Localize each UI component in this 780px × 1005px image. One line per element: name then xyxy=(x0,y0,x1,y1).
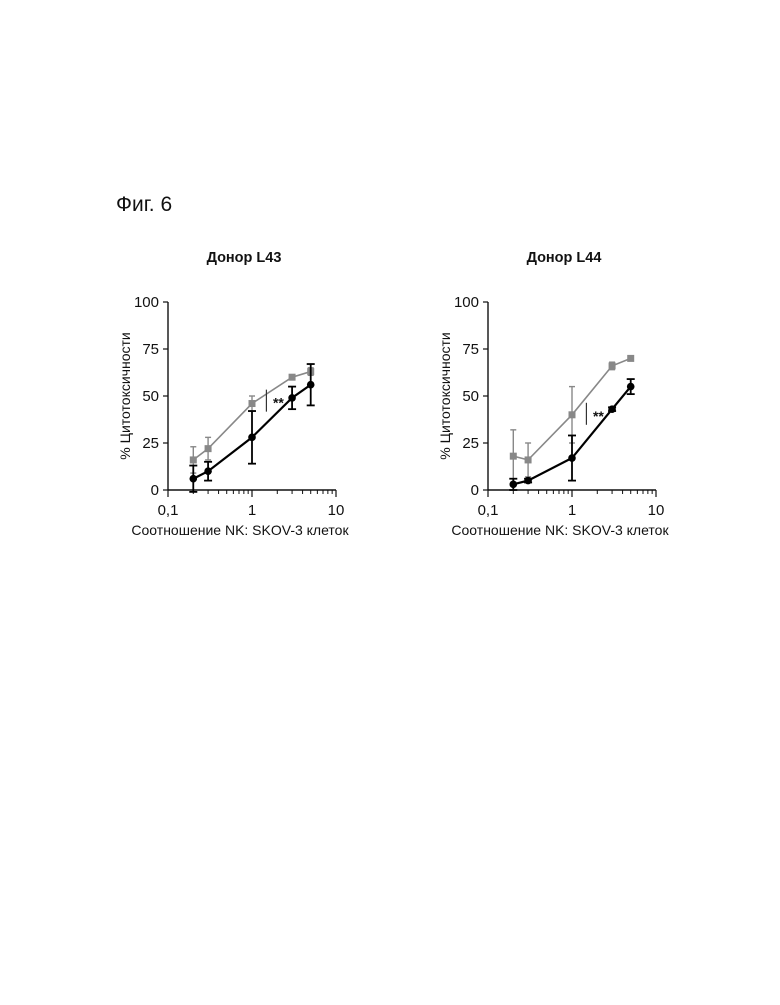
data-point-circle xyxy=(204,467,212,475)
chart-svg: Донор L43 0 25 50 75 100 0,1 1 10 Соотношение NK:… xyxy=(120,240,360,560)
y-tick-label: 25 xyxy=(462,435,479,452)
x-tick-label: 0,1 xyxy=(478,502,499,519)
chart-title: Донор L44 xyxy=(527,250,602,266)
data-point-square xyxy=(190,456,197,463)
data-point-circle xyxy=(248,434,256,442)
y-tick-label: 50 xyxy=(462,388,479,405)
data-point-circle xyxy=(627,383,635,391)
y-tick-label: 25 xyxy=(142,435,159,452)
data-point-circle xyxy=(288,394,296,402)
x-tick-label: 1 xyxy=(248,502,256,519)
y-tick-label: 100 xyxy=(134,294,159,311)
x-tick-label: 1 xyxy=(568,502,576,519)
data-point-square xyxy=(609,362,616,369)
data-point-circle xyxy=(568,454,576,462)
x-tick-label: 0,1 xyxy=(158,502,179,519)
data-point-square xyxy=(525,456,532,463)
data-point-square xyxy=(627,355,634,362)
data-point-circle xyxy=(307,381,315,389)
figure-label: Фиг. 6 xyxy=(116,193,172,217)
data-point-circle xyxy=(524,477,532,485)
data-point-square xyxy=(205,445,212,452)
x-axis-label: Соотношение NK: SKOV-3 клеток xyxy=(451,522,669,538)
data-point-square xyxy=(510,453,517,460)
x-tick-label: 10 xyxy=(328,502,345,519)
y-axis-label: % Цитотоксичности xyxy=(117,332,133,459)
y-tick-label: 0 xyxy=(151,482,159,499)
data-point-circle xyxy=(608,405,616,413)
chart-donor-l44: Донор L44 0 25 50 75 100 0,1 1 10 Соотношение NK:… xyxy=(440,240,680,560)
data-point-circle xyxy=(509,481,517,489)
chart-donor-l43: Донор L43 0 25 50 75 100 0,1 1 10 Соотношение NK:… xyxy=(120,240,360,560)
y-axis-label: % Цитотоксичности xyxy=(437,332,453,459)
data-point-square xyxy=(289,374,296,381)
y-tick-label: 75 xyxy=(462,341,479,358)
x-tick-label: 10 xyxy=(648,502,665,519)
data-point-circle xyxy=(189,475,197,483)
y-tick-label: 100 xyxy=(454,294,479,311)
y-tick-label: 50 xyxy=(142,388,159,405)
significance-label: ** xyxy=(593,408,604,424)
y-tick-label: 75 xyxy=(142,341,159,358)
significance-label: ** xyxy=(273,395,284,411)
chart-title: Донор L43 xyxy=(207,250,282,266)
x-axis-label: Соотношение NK: SKOV-3 клеток xyxy=(131,522,349,538)
y-tick-label: 0 xyxy=(471,482,479,499)
chart-svg: Донор L44 0 25 50 75 100 0,1 1 10 Соотношение NK:… xyxy=(440,240,680,560)
data-point-square xyxy=(249,400,256,407)
data-point-square xyxy=(569,411,576,418)
